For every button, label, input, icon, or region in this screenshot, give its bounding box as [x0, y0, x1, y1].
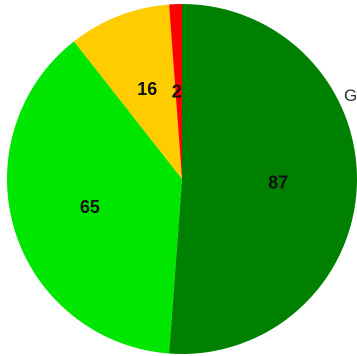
legend-fragment: G — [344, 86, 357, 105]
slice-label-2: 2 — [172, 82, 182, 102]
slice-labels: 87 65 16 2 — [80, 79, 288, 217]
pie-slice-16 — [73, 4, 182, 180]
pie-slice-2 — [169, 4, 182, 179]
slice-label-87: 87 — [268, 173, 288, 193]
slice-label-16: 16 — [137, 79, 157, 99]
pie-slices — [6, 4, 357, 354]
pie-slice-87 — [169, 4, 357, 354]
slice-label-65: 65 — [80, 197, 100, 217]
pie-slice-65 — [6, 41, 182, 354]
